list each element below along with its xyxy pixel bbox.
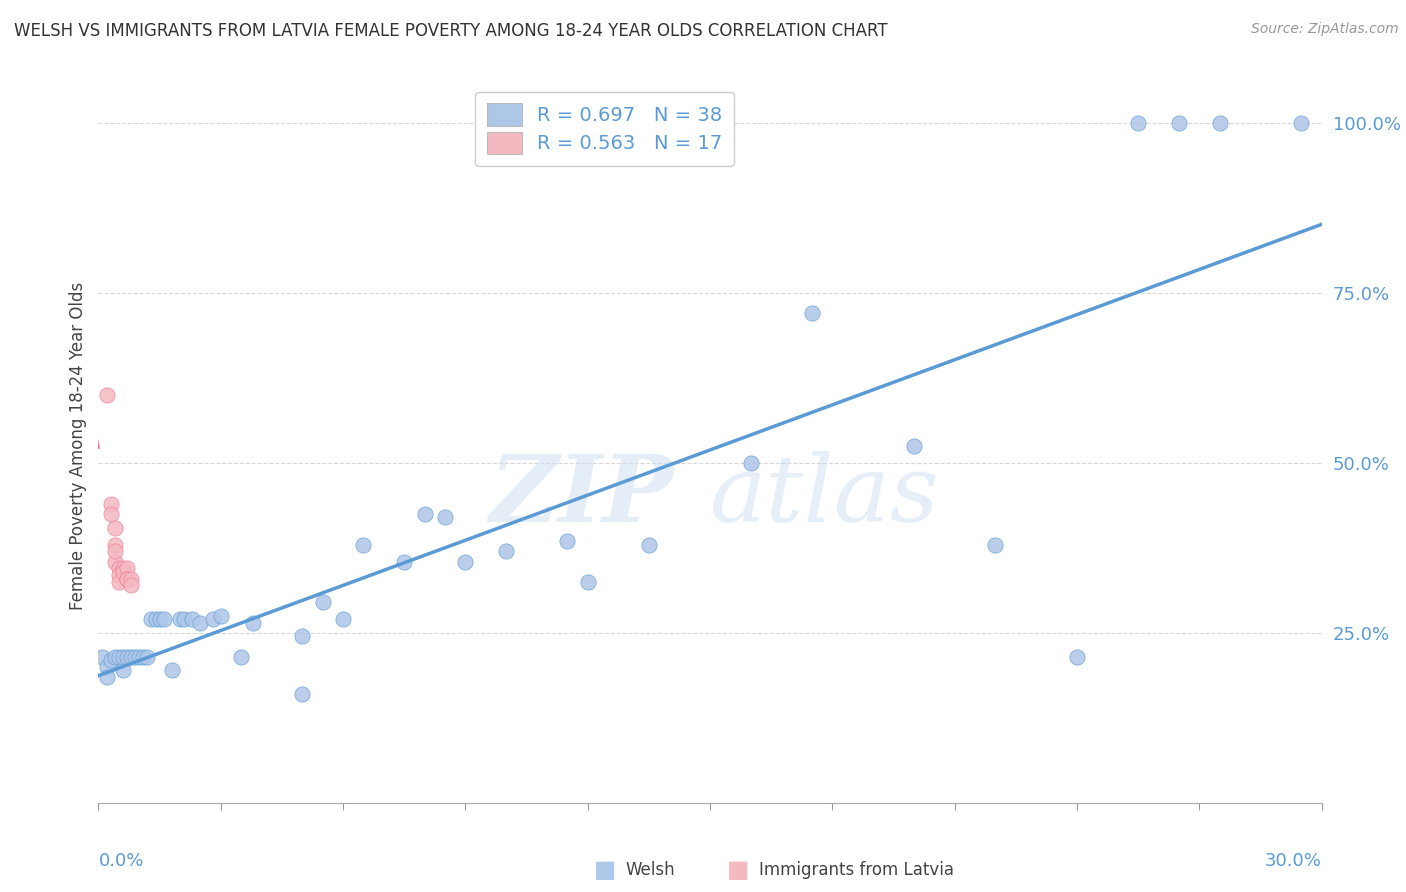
Point bbox=[104, 537, 127, 551]
Point bbox=[209, 608, 232, 623]
Point bbox=[801, 306, 824, 320]
Point bbox=[392, 555, 416, 569]
Point bbox=[291, 629, 314, 643]
Point bbox=[141, 612, 163, 626]
Point bbox=[108, 568, 131, 582]
Point bbox=[201, 612, 224, 626]
Point bbox=[91, 649, 114, 664]
Text: Source: ZipAtlas.com: Source: ZipAtlas.com bbox=[1251, 22, 1399, 37]
Point bbox=[115, 572, 138, 586]
Point bbox=[454, 555, 477, 569]
Point bbox=[96, 660, 118, 674]
Point bbox=[160, 663, 183, 677]
Point bbox=[495, 544, 517, 558]
Point bbox=[115, 561, 138, 575]
Point bbox=[188, 615, 212, 630]
Point bbox=[242, 615, 264, 630]
Point bbox=[312, 595, 335, 609]
Point bbox=[111, 561, 134, 575]
Point bbox=[169, 612, 191, 626]
Point bbox=[104, 544, 127, 558]
Point bbox=[104, 555, 127, 569]
Point bbox=[1209, 116, 1232, 130]
Point bbox=[108, 649, 131, 664]
Text: ZIP: ZIP bbox=[489, 451, 673, 541]
Point bbox=[903, 439, 925, 453]
Point bbox=[132, 649, 155, 664]
Point bbox=[115, 649, 138, 664]
Legend: R = 0.697   N = 38, R = 0.563   N = 17: R = 0.697 N = 38, R = 0.563 N = 17 bbox=[475, 92, 734, 166]
Y-axis label: Female Poverty Among 18-24 Year Olds: Female Poverty Among 18-24 Year Olds bbox=[69, 282, 87, 610]
Point bbox=[149, 612, 172, 626]
Point bbox=[96, 388, 118, 402]
Text: Welsh: Welsh bbox=[626, 861, 675, 879]
Point bbox=[413, 507, 436, 521]
Point bbox=[576, 574, 599, 589]
Point bbox=[120, 578, 142, 592]
Point bbox=[108, 561, 131, 575]
Point bbox=[100, 653, 122, 667]
Point bbox=[128, 649, 150, 664]
Text: WELSH VS IMMIGRANTS FROM LATVIA FEMALE POVERTY AMONG 18-24 YEAR OLDS CORRELATION: WELSH VS IMMIGRANTS FROM LATVIA FEMALE P… bbox=[14, 22, 887, 40]
Point bbox=[124, 649, 146, 664]
Point bbox=[104, 520, 127, 534]
Point bbox=[1066, 649, 1088, 664]
Point bbox=[291, 687, 314, 701]
Point bbox=[181, 612, 204, 626]
Point bbox=[100, 497, 122, 511]
Text: ■: ■ bbox=[727, 858, 749, 881]
Point bbox=[111, 565, 134, 579]
Point bbox=[231, 649, 253, 664]
Point bbox=[120, 649, 142, 664]
Point bbox=[145, 612, 167, 626]
Point bbox=[740, 456, 762, 470]
Point bbox=[108, 574, 131, 589]
Point bbox=[111, 663, 134, 677]
Point bbox=[638, 537, 661, 551]
Point bbox=[1291, 116, 1313, 130]
Point bbox=[111, 649, 134, 664]
Text: atlas: atlas bbox=[710, 451, 939, 541]
Point bbox=[332, 612, 354, 626]
Point bbox=[173, 612, 195, 626]
Point bbox=[120, 572, 142, 586]
Text: 30.0%: 30.0% bbox=[1265, 852, 1322, 870]
Point bbox=[1128, 116, 1150, 130]
Point bbox=[152, 612, 174, 626]
Point bbox=[984, 537, 1007, 551]
Point bbox=[100, 507, 122, 521]
Point bbox=[115, 572, 138, 586]
Point bbox=[557, 534, 579, 549]
Text: 0.0%: 0.0% bbox=[98, 852, 143, 870]
Point bbox=[104, 649, 127, 664]
Point bbox=[352, 537, 374, 551]
Text: ■: ■ bbox=[593, 858, 616, 881]
Text: Immigrants from Latvia: Immigrants from Latvia bbox=[759, 861, 955, 879]
Point bbox=[96, 670, 118, 684]
Point bbox=[1167, 116, 1189, 130]
Point bbox=[434, 510, 457, 524]
Point bbox=[136, 649, 159, 664]
